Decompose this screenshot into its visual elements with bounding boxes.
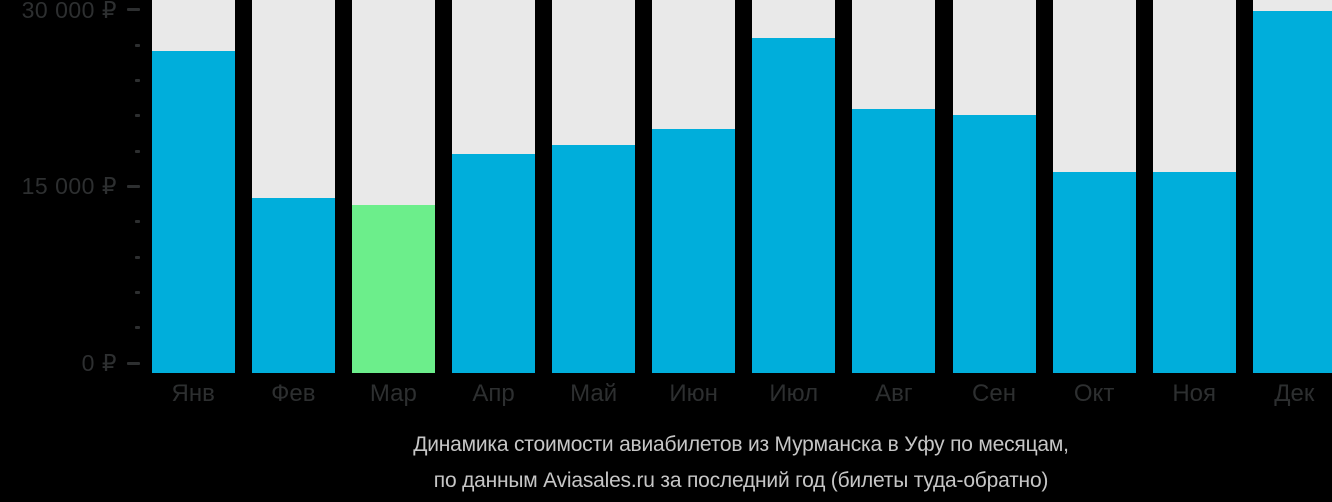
- bar-май: [552, 145, 636, 373]
- y-tick-label: 0 ₽: [81, 350, 117, 376]
- month-label-апр: Апр: [472, 380, 515, 407]
- y-tick-minor: [135, 220, 140, 224]
- bar-column-фев: [251, 0, 335, 373]
- month-label-июн: Июн: [669, 380, 718, 407]
- bar-column-июн: [652, 0, 736, 373]
- month-label-окт: Окт: [1073, 380, 1115, 407]
- y-tick-minor: [135, 290, 140, 294]
- month-label-ноя: Ноя: [1172, 380, 1217, 407]
- bar-column-авг: [852, 0, 936, 373]
- bar-дек: [1252, 11, 1332, 373]
- month-label-авг: Авг: [875, 380, 913, 407]
- bar-апр: [452, 153, 535, 373]
- chart-caption: Динамика стоимости авиабилетов из Мурман…: [150, 431, 1332, 502]
- caption-line-1: Динамика стоимости авиабилетов из Мурман…: [413, 433, 1069, 456]
- bar-column-сен: [952, 0, 1036, 373]
- bar-янв: [151, 51, 235, 373]
- month-label-фев: Фев: [271, 380, 316, 407]
- bar-сен: [952, 114, 1036, 373]
- y-tick-major: [127, 184, 140, 188]
- bar-column-янв: [151, 0, 235, 373]
- bar-column-окт: [1052, 0, 1136, 373]
- y-tick-minor: [135, 149, 140, 153]
- bar-авг: [852, 108, 936, 373]
- month-label-янв: Янв: [171, 380, 215, 407]
- caption-line-2: по данным Aviasales.ru за последний год …: [433, 469, 1049, 492]
- bar-column-дек: [1252, 0, 1332, 373]
- bar-окт: [1052, 172, 1136, 373]
- bar-column-ноя: [1152, 0, 1236, 373]
- y-tick-minor: [135, 255, 140, 259]
- y-tick-label: 30 000 ₽: [21, 0, 117, 23]
- bar-column-мар: [351, 0, 435, 373]
- bar-фев: [251, 198, 335, 373]
- month-label-дек: Дек: [1274, 380, 1315, 407]
- y-tick-minor: [135, 114, 140, 118]
- y-tick-major: [127, 361, 140, 365]
- highlighted-bar-мар: [351, 205, 435, 373]
- y-tick-label: 15 000 ₽: [21, 173, 117, 200]
- bar-column-апр: [452, 0, 535, 373]
- month-label-июл: Июл: [769, 380, 819, 407]
- bar-июл: [752, 38, 836, 373]
- y-tick-minor: [135, 326, 140, 330]
- month-label-сен: Сен: [972, 380, 1016, 407]
- y-tick-minor: [135, 79, 140, 83]
- bar-ноя: [1152, 172, 1236, 373]
- bar-column-май: [552, 0, 636, 373]
- bar-column-июл: [752, 0, 836, 373]
- bar-июн: [652, 128, 736, 373]
- month-label-мар: Мар: [369, 380, 417, 407]
- y-tick-major: [127, 8, 140, 12]
- month-label-май: Май: [570, 380, 618, 407]
- y-tick-minor: [135, 43, 140, 47]
